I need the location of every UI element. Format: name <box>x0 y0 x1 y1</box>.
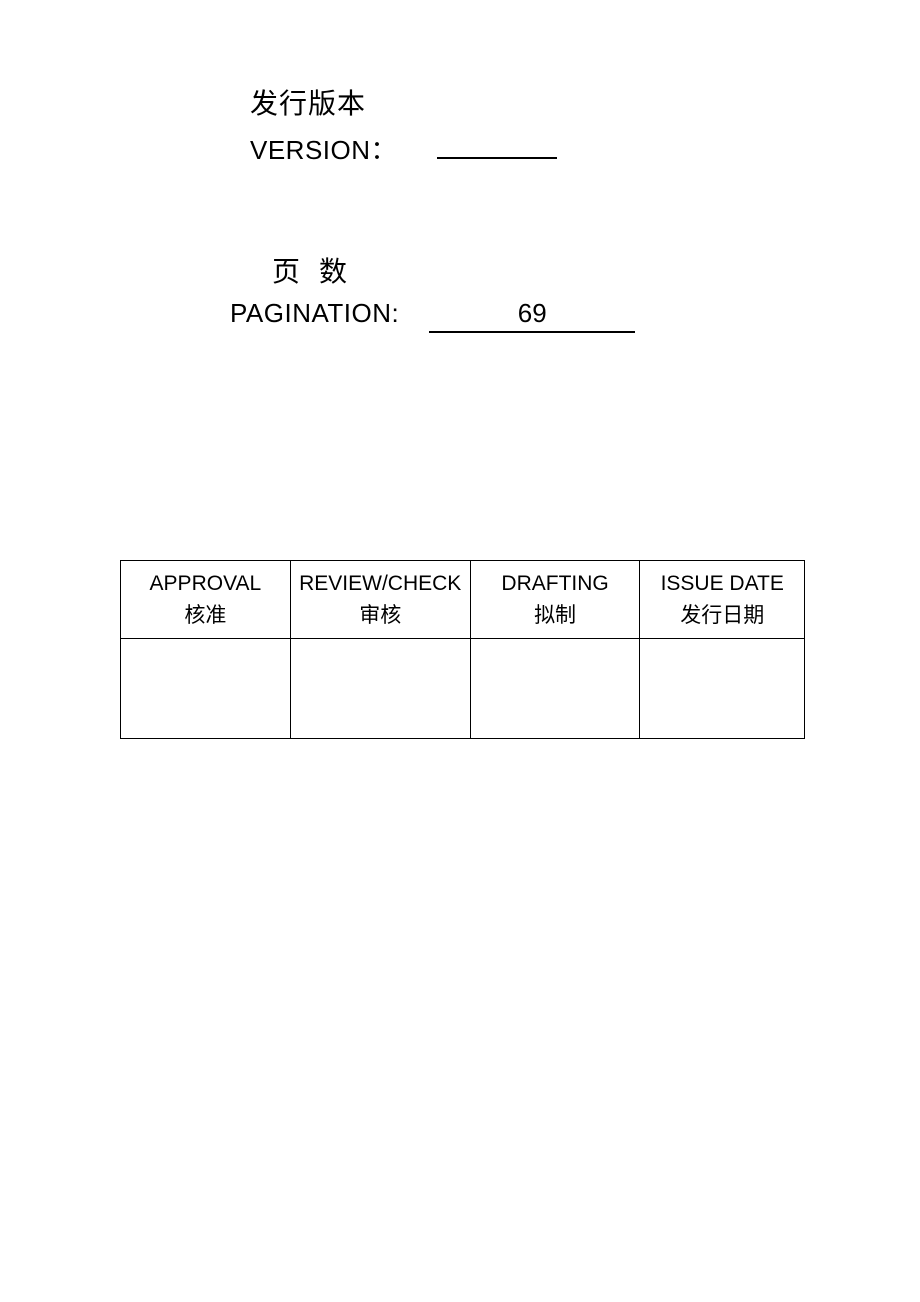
pagination-section: 页数 PAGINATION: 69 <box>230 250 635 333</box>
pagination-row: PAGINATION: 69 <box>230 298 635 333</box>
header-cn-approval: 核准 <box>125 601 286 631</box>
table-header-review: REVIEW/CHECK 审核 <box>290 561 470 639</box>
table-header-issuedate: ISSUE DATE 发行日期 <box>640 561 805 639</box>
version-label-en: VERSION： <box>250 130 397 167</box>
approval-table: APPROVAL 核准 REVIEW/CHECK 审核 DRAFTING 拟制 … <box>120 560 805 739</box>
pagination-cn-part1: 页 <box>272 256 301 287</box>
header-en-review: REVIEW/CHECK <box>295 569 466 599</box>
cell-drafting <box>470 638 640 738</box>
version-value-underline <box>437 157 557 159</box>
table-header-row: APPROVAL 核准 REVIEW/CHECK 审核 DRAFTING 拟制 … <box>121 561 805 639</box>
version-row: VERSION： <box>250 130 557 167</box>
header-en-approval: APPROVAL <box>125 569 286 599</box>
table-data-row <box>121 638 805 738</box>
table-header-drafting: DRAFTING 拟制 <box>470 561 640 639</box>
header-en-drafting: DRAFTING <box>475 569 636 599</box>
cell-issuedate <box>640 638 805 738</box>
cell-approval <box>121 638 291 738</box>
pagination-cn-part2: 数 <box>319 256 348 287</box>
header-cn-issuedate: 发行日期 <box>644 601 800 631</box>
version-label-cn: 发行版本 <box>250 82 557 122</box>
header-cn-review: 审核 <box>295 601 466 631</box>
pagination-label-cn: 页数 <box>272 250 635 290</box>
cell-review <box>290 638 470 738</box>
version-section: 发行版本 VERSION： <box>250 82 557 167</box>
header-en-issuedate: ISSUE DATE <box>644 569 800 599</box>
pagination-label-en: PAGINATION: <box>230 298 399 329</box>
header-cn-drafting: 拟制 <box>475 601 636 631</box>
pagination-value-underline: 69 <box>429 298 635 333</box>
table-header-approval: APPROVAL 核准 <box>121 561 291 639</box>
